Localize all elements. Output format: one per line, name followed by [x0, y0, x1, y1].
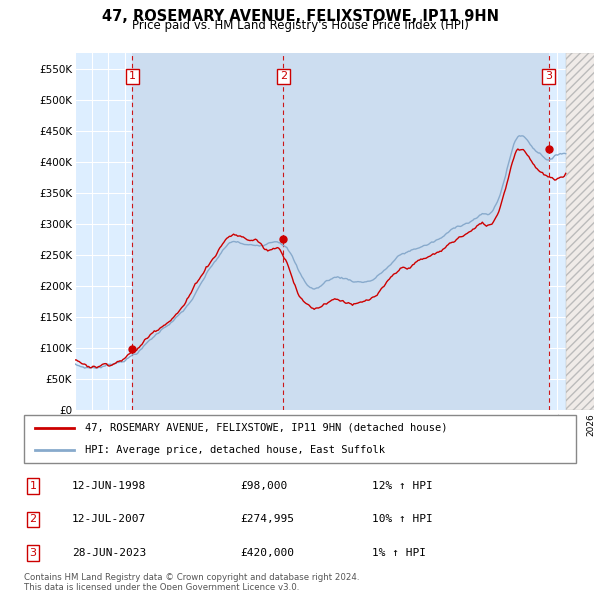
- Text: 1% ↑ HPI: 1% ↑ HPI: [372, 548, 426, 558]
- Text: 2: 2: [29, 514, 37, 525]
- Text: 1: 1: [129, 71, 136, 81]
- Text: 10% ↑ HPI: 10% ↑ HPI: [372, 514, 433, 525]
- Text: 47, ROSEMARY AVENUE, FELIXSTOWE, IP11 9HN: 47, ROSEMARY AVENUE, FELIXSTOWE, IP11 9H…: [101, 9, 499, 24]
- Text: Price paid vs. HM Land Registry's House Price Index (HPI): Price paid vs. HM Land Registry's House …: [131, 19, 469, 32]
- Text: 3: 3: [29, 548, 37, 558]
- Text: £98,000: £98,000: [240, 481, 287, 491]
- Text: 28-JUN-2023: 28-JUN-2023: [72, 548, 146, 558]
- Text: 2: 2: [280, 71, 287, 81]
- Text: 12% ↑ HPI: 12% ↑ HPI: [372, 481, 433, 491]
- Bar: [566, 53, 599, 410]
- Text: 47, ROSEMARY AVENUE, FELIXSTOWE, IP11 9HN (detached house): 47, ROSEMARY AVENUE, FELIXSTOWE, IP11 9H…: [85, 423, 447, 433]
- Text: 12-JUL-2007: 12-JUL-2007: [72, 514, 146, 525]
- Text: HPI: Average price, detached house, East Suffolk: HPI: Average price, detached house, East…: [85, 445, 385, 455]
- Text: 12-JUN-1998: 12-JUN-1998: [72, 481, 146, 491]
- Text: Contains HM Land Registry data © Crown copyright and database right 2024.
This d: Contains HM Land Registry data © Crown c…: [24, 573, 359, 590]
- Text: £420,000: £420,000: [240, 548, 294, 558]
- Bar: [283, 53, 549, 410]
- Text: 1: 1: [29, 481, 37, 491]
- Bar: [132, 53, 283, 410]
- Text: 3: 3: [545, 71, 552, 81]
- Text: £274,995: £274,995: [240, 514, 294, 525]
